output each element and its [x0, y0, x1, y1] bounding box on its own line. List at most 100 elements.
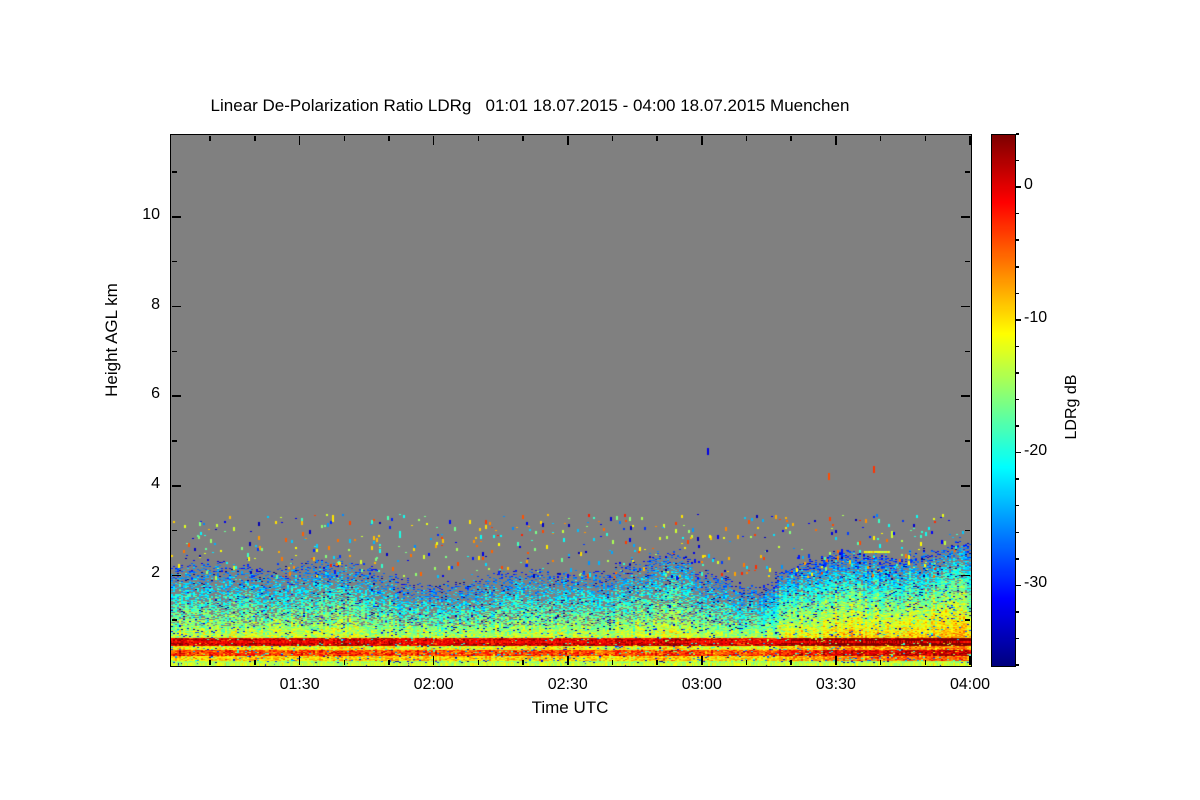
y-tick-minor-right [965, 171, 970, 173]
y-tick-major-right [961, 574, 970, 577]
colorbar-tick-minor [1016, 531, 1019, 533]
colorbar-tick-label: -20 [1024, 441, 1048, 459]
x-tick-label: 02:00 [413, 676, 454, 693]
colorbar-tick-minor [1016, 504, 1019, 507]
colorbar-tick-major [1016, 451, 1021, 454]
x-tick-label: 01:30 [279, 676, 320, 693]
x-tick-minor [656, 660, 658, 665]
y-tick-label: 2 [151, 564, 160, 582]
x-tick-label: 03:00 [681, 676, 722, 693]
x-tick-minor-top [879, 135, 882, 141]
y-tick-label: 8 [151, 295, 160, 313]
colorbar-tick-label: 0 [1024, 176, 1033, 194]
y-tick-label: 10 [142, 205, 160, 223]
colorbar-tick-minor [1016, 664, 1019, 666]
x-tick-minor [879, 660, 882, 665]
x-tick-minor-top [745, 135, 748, 141]
y-axis-title: Height AGL km [102, 283, 121, 397]
x-tick-minor [924, 660, 927, 665]
colorbar-tick-minor [1016, 372, 1019, 374]
y-tick-minor [171, 350, 177, 353]
x-tick-minor [522, 660, 524, 665]
x-tick-minor-top [254, 135, 256, 141]
colorbar-tick-major [1016, 584, 1021, 587]
y-tick-minor [171, 260, 177, 263]
y-tick-major [171, 216, 181, 218]
y-tick-label: 6 [151, 385, 160, 403]
colorbar-tick-minor [1016, 159, 1019, 162]
x-tick-major [835, 656, 837, 665]
x-tick-minor [477, 660, 480, 665]
x-tick-major [432, 656, 435, 665]
colorbar-tick-minor [1016, 637, 1019, 640]
x-tick-minor [388, 660, 390, 665]
x-tick-minor [790, 660, 792, 665]
x-tick-minor-top [388, 135, 390, 141]
x-tick-major-top [432, 135, 435, 145]
x-tick-minor-top [656, 135, 658, 141]
x-tick-major [567, 656, 569, 665]
colorbar-tick-minor [1016, 212, 1019, 215]
y-tick-minor-right [965, 440, 970, 442]
colorbar-tick-minor [1016, 558, 1019, 560]
y-tick-minor [171, 619, 177, 621]
colorbar-tick-label: -10 [1024, 308, 1048, 326]
x-tick-minor [209, 660, 211, 665]
y-tick-major [171, 395, 181, 397]
colorbar-gradient [992, 135, 1015, 666]
y-tick-major-right [961, 305, 970, 308]
colorbar-tick-label: -30 [1024, 574, 1048, 592]
x-tick-label: 03:30 [815, 676, 856, 693]
y-tick-minor [171, 171, 177, 173]
colorbar-title: LDRg dB [1063, 374, 1080, 440]
chart-title: Linear De-Polarization Ratio LDRg 01:01 … [210, 96, 850, 115]
x-tick-minor-top [522, 135, 524, 141]
x-tick-minor-top [209, 135, 211, 141]
x-tick-minor [611, 660, 614, 665]
x-tick-label: 04:00 [949, 676, 991, 693]
x-tick-major-top [298, 135, 301, 145]
colorbar[interactable] [991, 134, 1016, 667]
colorbar-tick-minor [1016, 345, 1019, 348]
x-tick-major-top [835, 135, 837, 145]
colorbar-tick-minor [1016, 398, 1019, 401]
x-tick-major [701, 656, 703, 665]
colorbar-tick-minor [1016, 425, 1019, 427]
y-tick-major [171, 305, 181, 308]
x-tick-minor [745, 660, 748, 665]
x-tick-minor-top [477, 135, 480, 141]
colorbar-tick-minor [1016, 611, 1019, 613]
y-tick-minor [171, 440, 177, 442]
colorbar-tick-minor [1016, 133, 1019, 135]
x-tick-major-top [567, 135, 569, 145]
colorbar-tick-minor [1016, 266, 1019, 268]
x-axis-title: Time UTC [531, 698, 609, 717]
y-tick-minor [171, 529, 177, 532]
colorbar-tick-major [1016, 319, 1021, 321]
x-tick-major-top [969, 135, 971, 145]
x-tick-label: 02:30 [547, 676, 588, 693]
x-tick-minor [343, 660, 346, 665]
heatmap-canvas [171, 135, 971, 666]
colorbar-tick-minor [1016, 239, 1019, 241]
y-tick-label: 4 [151, 474, 160, 492]
y-tick-major [171, 574, 181, 577]
y-tick-minor-right [965, 619, 970, 621]
x-tick-major [969, 656, 971, 665]
y-tick-minor-right [965, 529, 970, 532]
x-tick-minor-top [611, 135, 614, 141]
colorbar-tick-minor [1016, 478, 1019, 480]
y-tick-major-right [961, 485, 970, 487]
x-tick-major [298, 656, 301, 665]
colorbar-tick-major [1016, 186, 1021, 188]
x-tick-minor-top [790, 135, 792, 141]
x-tick-minor-top [924, 135, 927, 141]
y-tick-minor-right [965, 350, 970, 353]
plot-area[interactable] [170, 134, 972, 667]
x-tick-major-top [701, 135, 703, 145]
colorbar-tick-minor [1016, 292, 1019, 295]
y-tick-major [171, 485, 181, 487]
y-tick-minor-right [965, 260, 970, 263]
y-tick-major-right [961, 395, 970, 397]
